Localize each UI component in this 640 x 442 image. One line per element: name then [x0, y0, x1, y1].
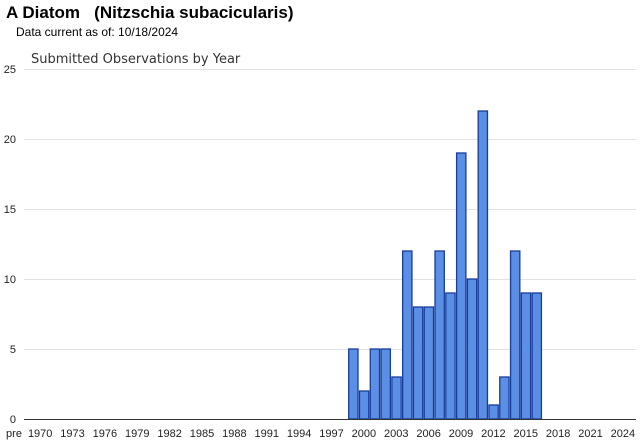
x-tick-label: 2024	[611, 428, 635, 440]
x-tick-label: 1970	[28, 428, 52, 440]
page-header: A Diatom (Nitzschia subacicularis) Data …	[0, 0, 640, 50]
x-tick-label: 2012	[481, 428, 505, 440]
bar-2010	[466, 278, 478, 420]
y-tick-label: 20	[4, 134, 16, 146]
bar-2007	[434, 250, 445, 420]
x-tick-label: 2006	[416, 428, 440, 440]
bar-2001	[369, 348, 381, 420]
x-tick-label: 2003	[384, 428, 408, 440]
bar-2009	[455, 152, 467, 420]
bar-2003	[391, 376, 402, 420]
x-tick-label: 1988	[222, 428, 246, 440]
bar-2002	[380, 348, 392, 420]
x-tick-label: pre	[6, 428, 22, 440]
x-tick-label: 2018	[546, 428, 570, 440]
y-tick-label: 5	[10, 344, 16, 356]
x-tick-label: 1973	[60, 428, 84, 440]
bar-2008	[445, 292, 456, 420]
bar-1999	[348, 348, 359, 420]
y-tick-label: 25	[4, 64, 16, 76]
x-tick-label: 1976	[93, 428, 117, 440]
x-tick-label: 1991	[255, 428, 279, 440]
x-tick-label: 2000	[352, 428, 376, 440]
y-tick-label: 15	[4, 204, 16, 216]
x-tick-label: 2021	[578, 428, 602, 440]
data-current-date: Data current as of: 10/18/2024	[16, 25, 179, 39]
species-title: A Diatom (Nitzschia subacicularis)	[6, 3, 294, 22]
x-tick-label: 1994	[287, 428, 311, 440]
bar-2006	[423, 306, 435, 420]
x-tick-label: 1982	[157, 428, 181, 440]
bar-2005	[412, 306, 424, 420]
bar-2014	[509, 250, 521, 420]
x-tick-label: 1997	[319, 428, 343, 440]
chart-title: Submitted Observations by Year	[31, 52, 241, 67]
x-tick-label: 2009	[449, 428, 473, 440]
bar-2011	[477, 110, 489, 420]
bar-2015	[520, 292, 532, 420]
bar-2016	[531, 292, 543, 420]
y-tick-label: 10	[4, 274, 16, 286]
bar-2000	[358, 390, 370, 420]
bar-2004	[401, 250, 413, 420]
bar-2012	[488, 404, 499, 420]
y-axis-ticks: 0 5 10 15 20 25	[4, 64, 16, 426]
bars	[348, 110, 543, 420]
x-tick-label: 1985	[190, 428, 214, 440]
gridlines	[24, 69, 636, 350]
x-axis-ticks: pre 1970 1973 1976 1979 1982 1985 1988 1991 1994 1…	[6, 428, 635, 440]
x-tick-label: 1979	[125, 428, 149, 440]
y-tick-label: 0	[10, 414, 16, 426]
bar-2013	[499, 376, 510, 420]
x-tick-label: 2015	[513, 428, 537, 440]
